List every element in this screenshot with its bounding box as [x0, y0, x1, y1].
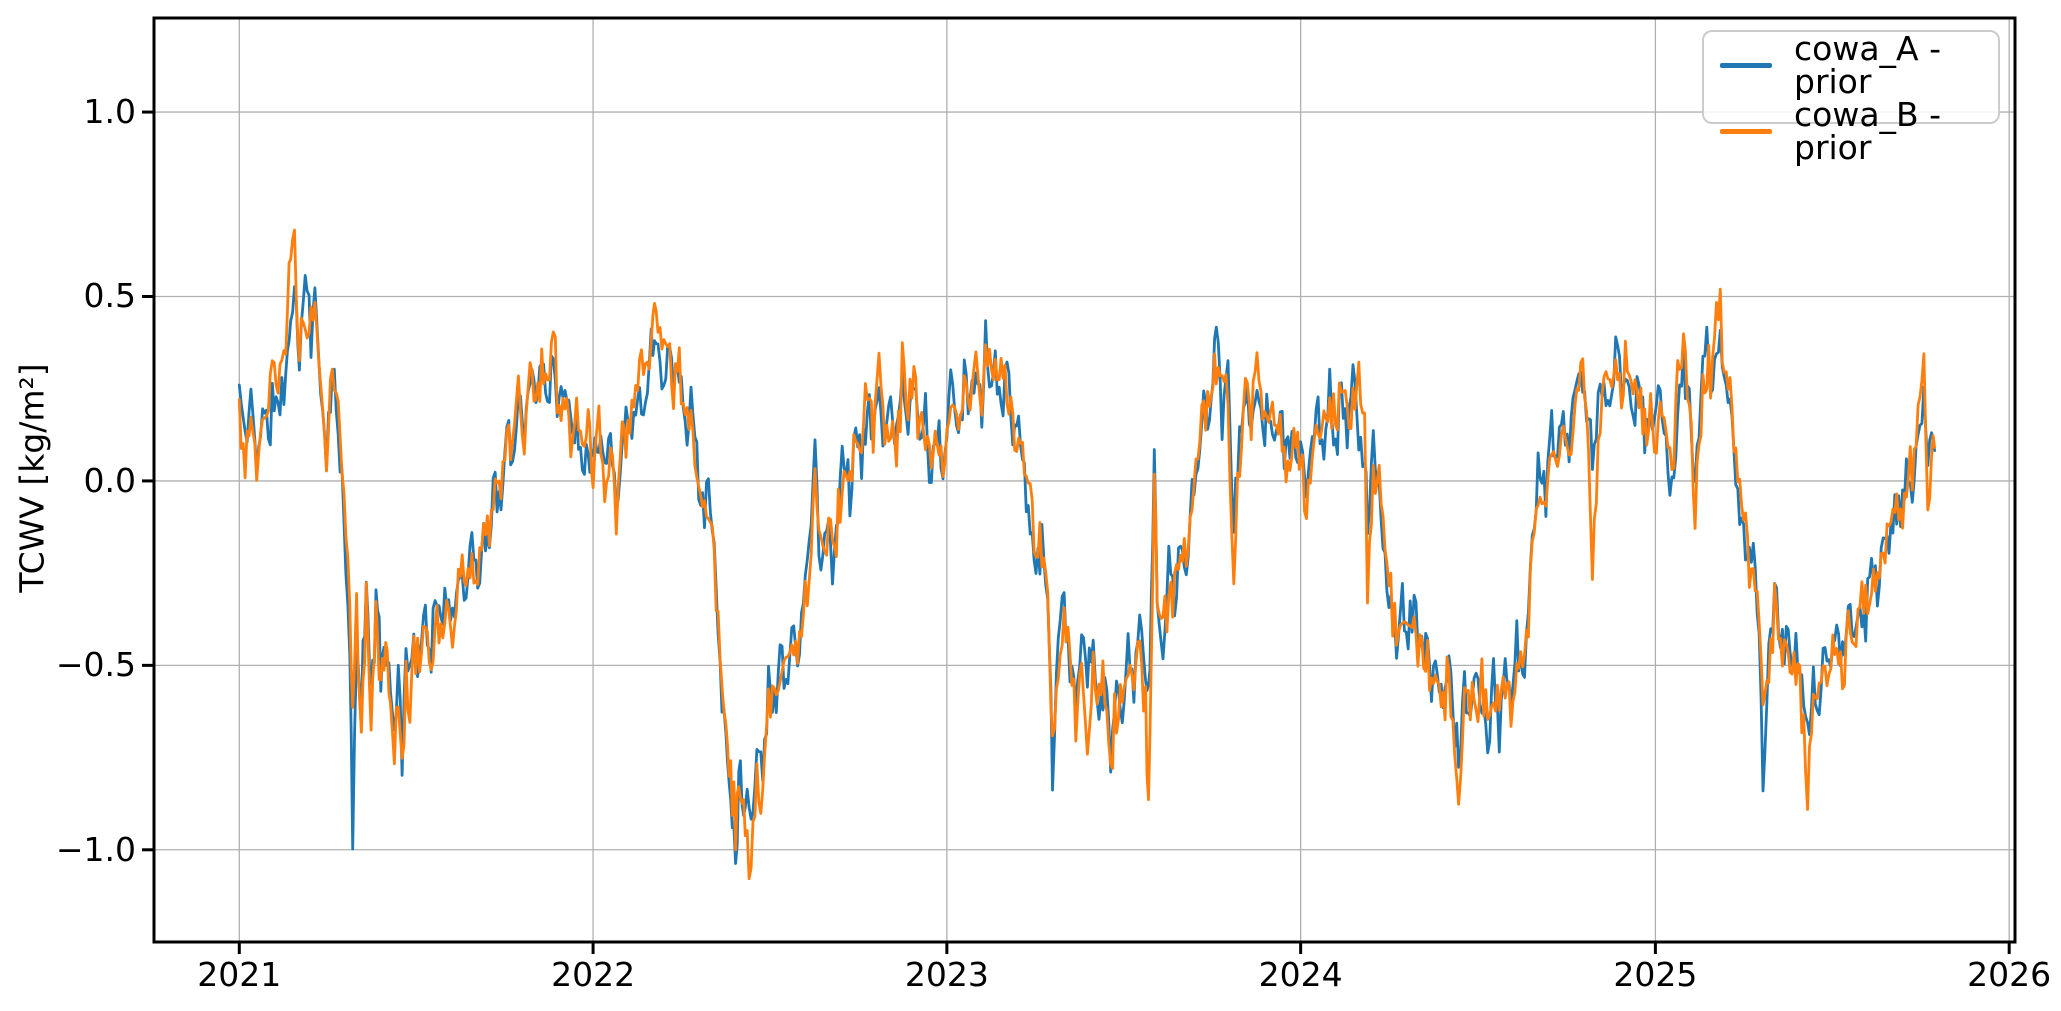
cowa-b-line-swatch-icon	[1720, 128, 1772, 134]
y-tick-label-0.0: 0.0	[83, 460, 136, 500]
legend-item-cowa-a: cowa_A - prior	[1720, 32, 1998, 98]
x-tick-label-2021: 2021	[197, 955, 282, 994]
legend-label-cowa-b: cowa_B - prior	[1794, 95, 1942, 167]
y-tick-label-−1.0: −1.0	[55, 829, 136, 869]
x-tick-label-2023: 2023	[904, 955, 989, 994]
legend-item-cowa-b: cowa_B - prior	[1720, 98, 1998, 164]
cowa-a-line-swatch-icon	[1720, 62, 1772, 68]
y-tick-label-0.5: 0.5	[83, 276, 136, 316]
legend-label-cowa-a: cowa_A - prior	[1794, 29, 1942, 101]
series-cowa_A-line	[237, 274, 1936, 865]
x-tick-label-2026: 2026	[1967, 955, 2052, 994]
series-cowa_B-line	[237, 228, 1936, 881]
x-tick-label-2024: 2024	[1258, 955, 1343, 994]
legend: cowa_A - prior cowa_B - prior	[1702, 30, 2000, 164]
y-tick-label-−0.5: −0.5	[55, 645, 136, 685]
y-axis-label: TCWV [kg/m²]	[12, 363, 52, 593]
x-tick-label-2022: 2022	[551, 955, 636, 994]
y-tick-label-1.0: 1.0	[83, 92, 136, 132]
x-tick-label-2025: 2025	[1613, 955, 1698, 994]
